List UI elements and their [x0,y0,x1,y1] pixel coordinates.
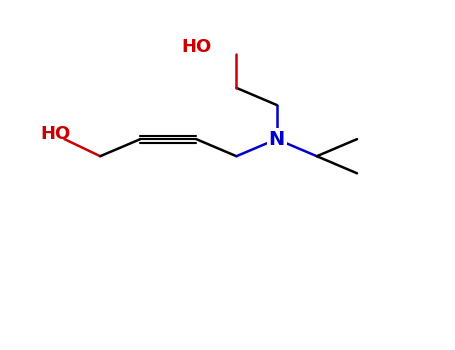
Text: N: N [268,130,285,149]
Text: HO: HO [181,38,212,56]
Text: HO: HO [40,125,70,143]
